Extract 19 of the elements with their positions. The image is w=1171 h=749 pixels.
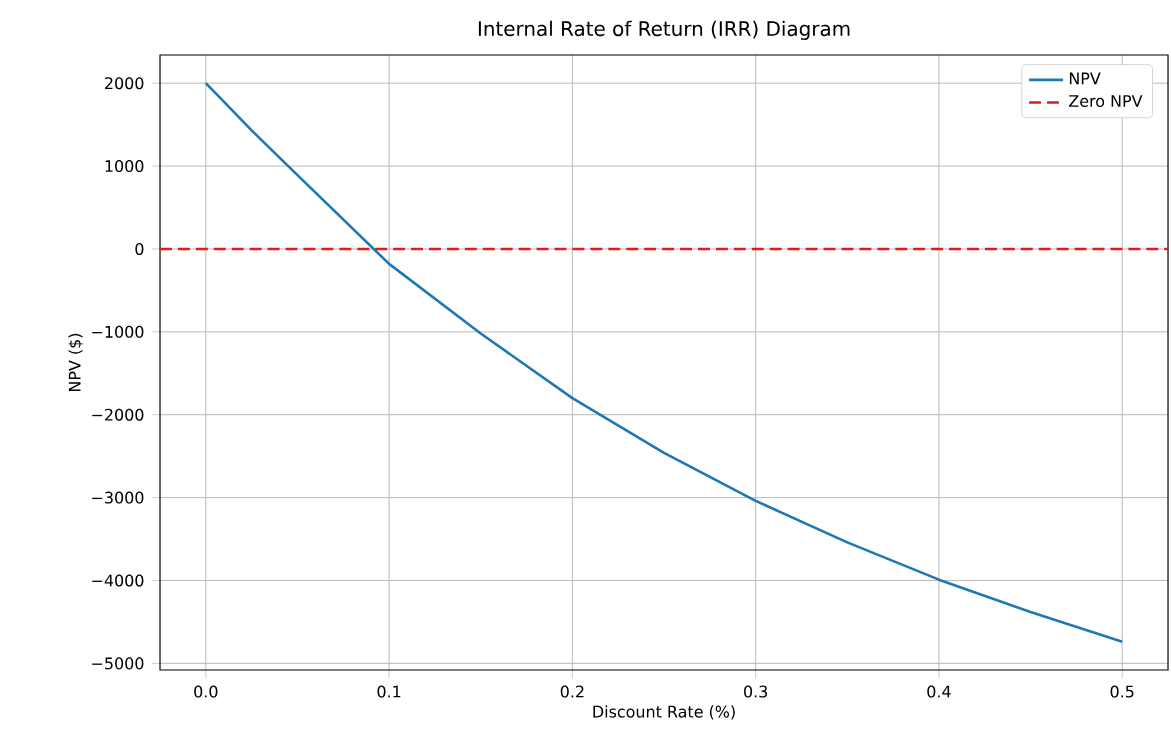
x-axis-title: Discount Rate (%): [593, 705, 735, 720]
y-axis-title: NPV ($): [68, 333, 83, 391]
x-tick-label: 0.4: [927, 685, 951, 698]
x-tick-label: 0.0: [194, 685, 218, 698]
chart-title: Internal Rate of Return (IRR) Diagram: [478, 20, 850, 40]
y-tick-label: 2000: [105, 77, 144, 90]
x-tick-label: 0.2: [560, 685, 584, 698]
y-tick-label: 1000: [105, 160, 144, 173]
y-tick-label: −5000: [92, 657, 144, 670]
x-tick-label: 0.5: [1110, 685, 1134, 698]
legend-label: NPV: [1069, 72, 1101, 85]
y-tick-label: −2000: [92, 408, 144, 421]
legend-label: Zero NPV: [1069, 95, 1143, 108]
x-tick-label: 0.1: [377, 685, 401, 698]
y-tick-label: 0: [135, 242, 144, 255]
x-tick-label: 0.3: [744, 685, 768, 698]
y-tick-label: −1000: [92, 325, 144, 338]
y-tick-label: −3000: [92, 491, 144, 504]
y-tick-label: −4000: [92, 574, 144, 587]
